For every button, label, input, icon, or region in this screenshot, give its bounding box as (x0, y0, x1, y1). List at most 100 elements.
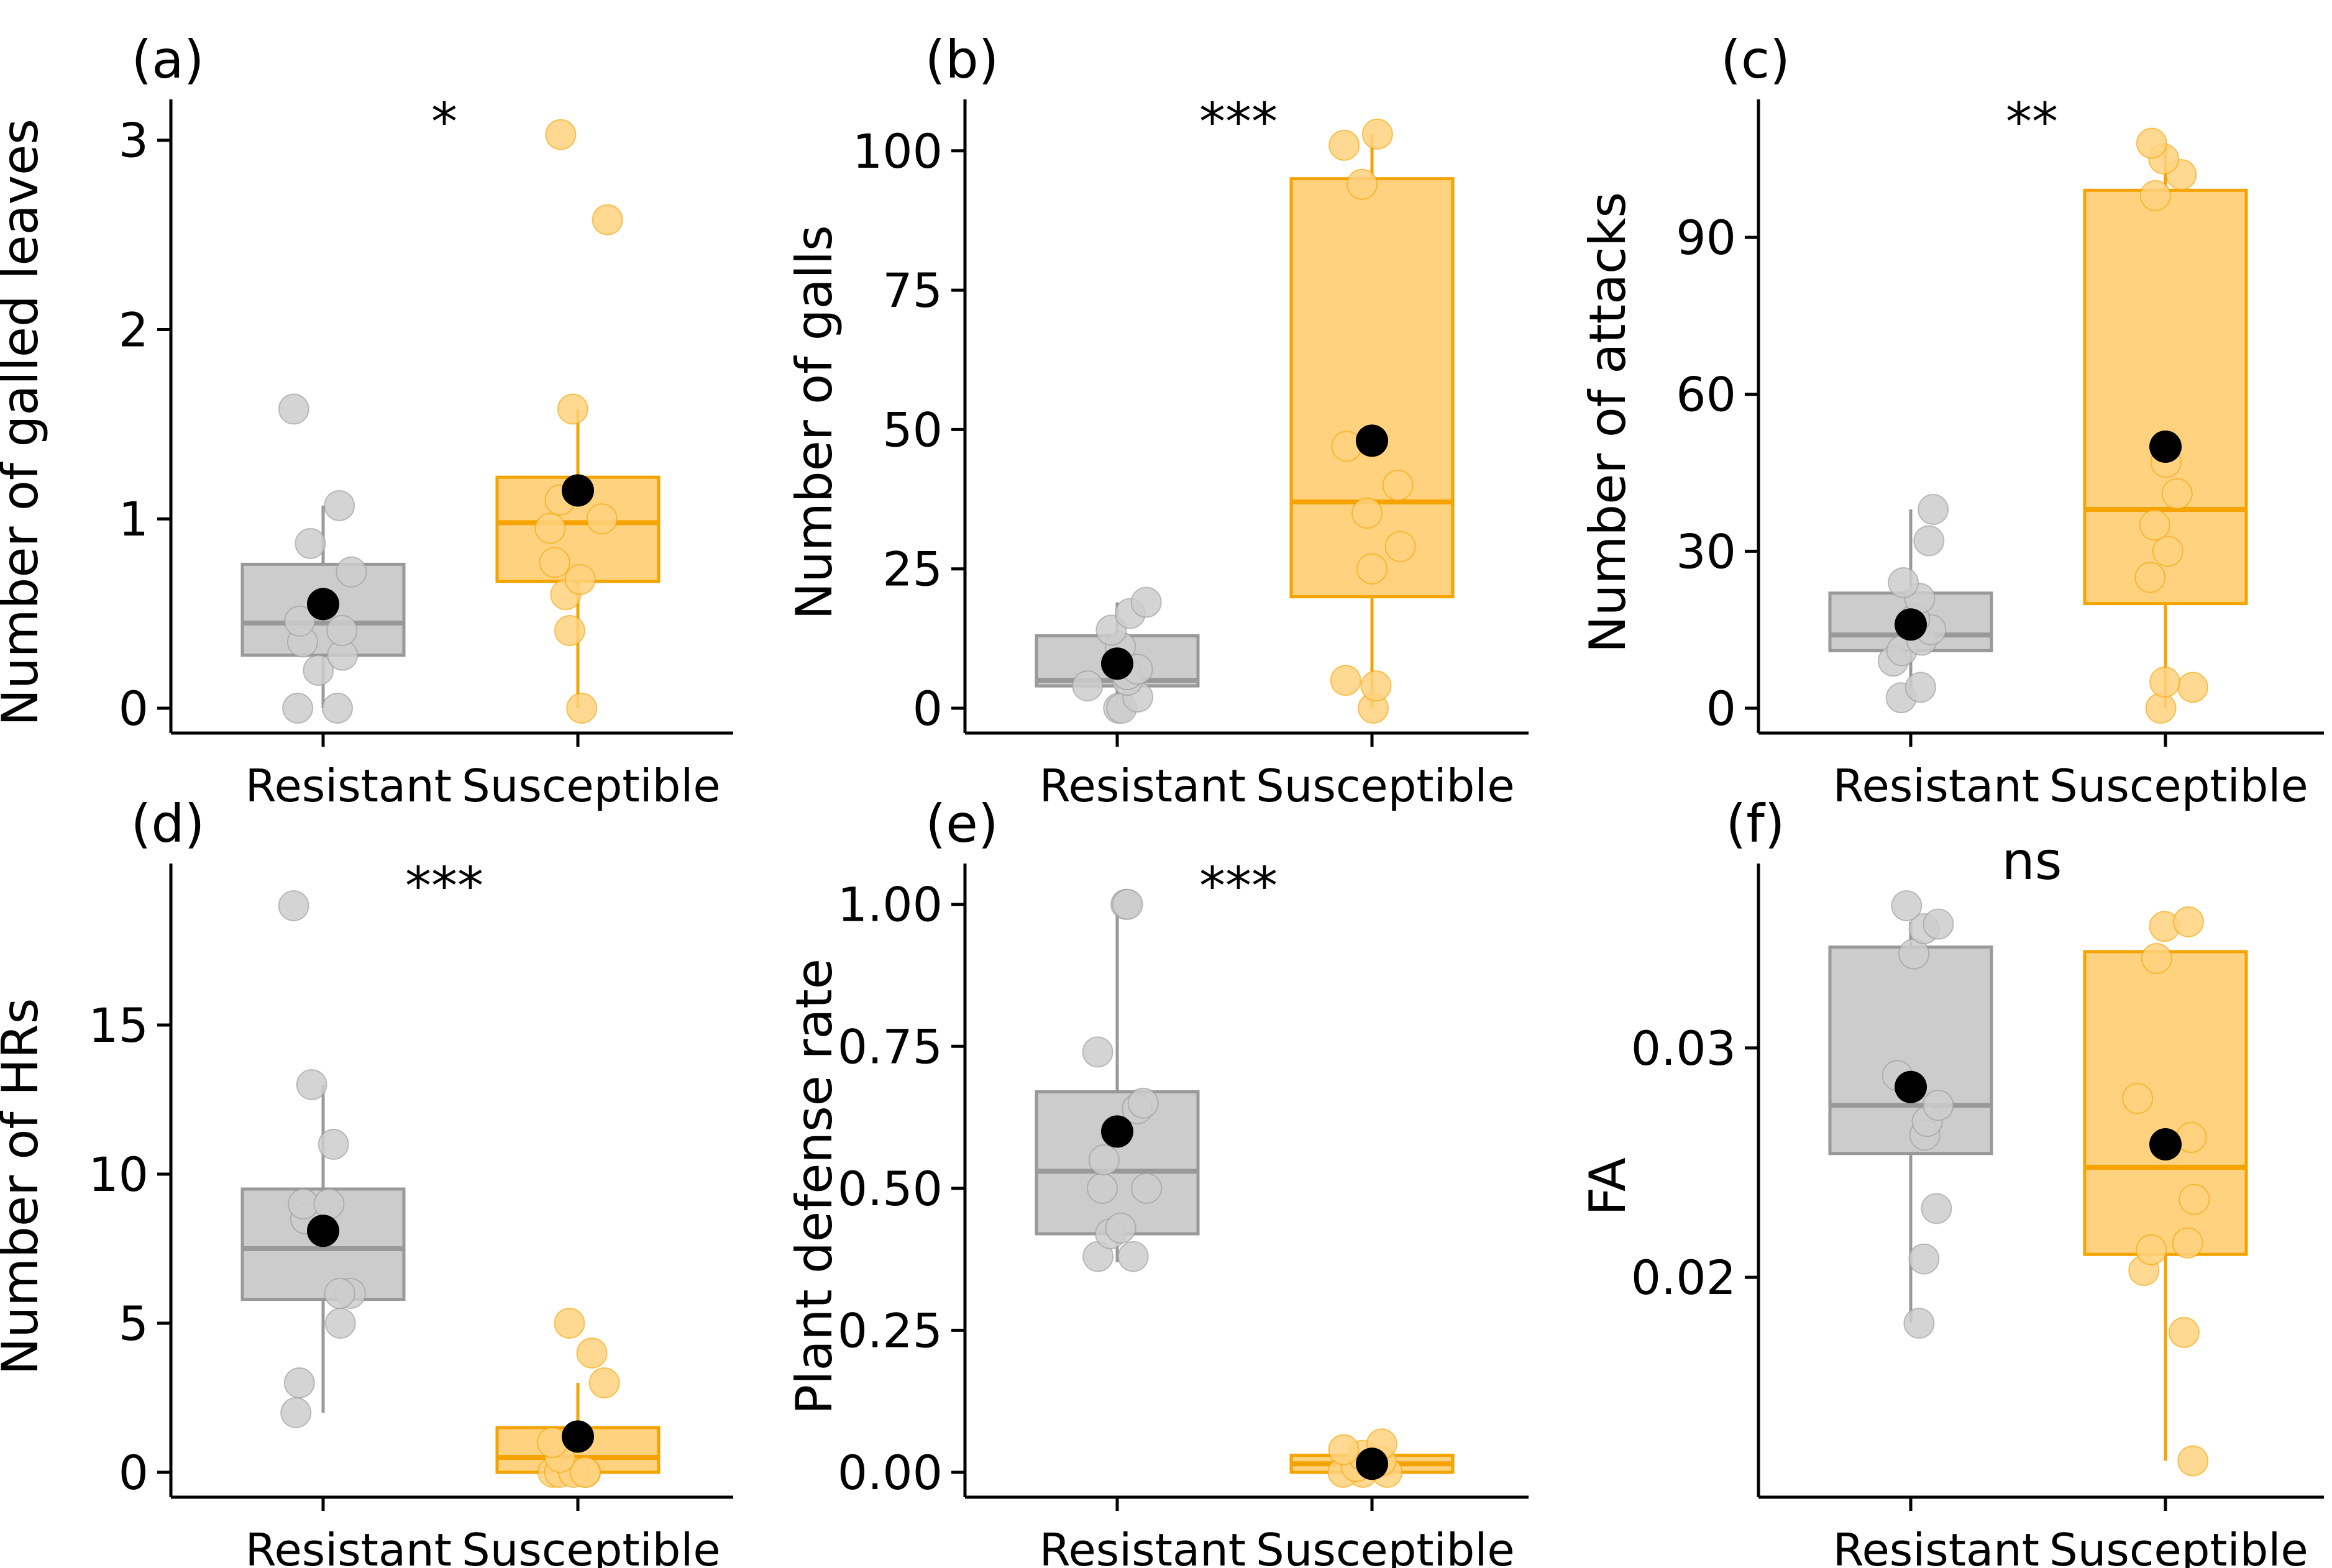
x-tick-label: Susceptible (1256, 760, 1515, 812)
data-point (1923, 908, 1954, 940)
box-resistant (1828, 494, 1993, 714)
box-susceptible (2083, 906, 2248, 1477)
data-point (318, 1129, 349, 1160)
mean-point (1895, 608, 1927, 641)
data-point (326, 615, 358, 647)
x-tick-label: Susceptible (1256, 1524, 1515, 1568)
data-point (284, 605, 316, 637)
data-point (2179, 1183, 2210, 1215)
y-tick-label: 60 (1676, 367, 1736, 422)
x-tick-label: Susceptible (2049, 760, 2308, 812)
data-point (1384, 531, 1416, 562)
significance-label: ns (2001, 831, 2062, 891)
y-tick-label: 25 (882, 542, 943, 597)
mean-point (1895, 1070, 1927, 1103)
data-point (1088, 1144, 1120, 1176)
mean-point (1356, 1447, 1388, 1480)
panel-label: (c) (1721, 29, 1790, 90)
data-point (2136, 127, 2167, 159)
data-point (280, 1397, 312, 1428)
data-point (324, 490, 355, 521)
data-point (1923, 1090, 1954, 1121)
data-point (1330, 665, 1361, 696)
data-point (554, 1308, 585, 1339)
y-axis-title: Number of attacks (1579, 192, 1637, 653)
data-point (296, 1069, 327, 1100)
data-point (1328, 1434, 1360, 1465)
data-point (322, 693, 354, 724)
x-tick-label: Resistant (1833, 1524, 2039, 1568)
data-point (2134, 562, 2166, 593)
x-tick-label: Susceptible (462, 1524, 721, 1568)
data-point (576, 1338, 608, 1369)
y-tick-label: 15 (88, 998, 149, 1053)
y-tick-label: 0.25 (838, 1303, 943, 1358)
box-iqr (1828, 945, 1993, 1155)
data-point (313, 1188, 345, 1219)
data-point (1903, 1308, 1935, 1339)
data-point (1921, 1193, 1952, 1224)
y-tick-label: 100 (853, 124, 943, 179)
data-point (1112, 888, 1143, 920)
data-point (303, 655, 334, 686)
data-point (1913, 525, 1945, 557)
data-point (1328, 129, 1360, 161)
data-point (2149, 666, 2181, 698)
box-susceptible (495, 119, 661, 724)
data-point (2161, 478, 2193, 509)
significance-label: * (431, 91, 457, 152)
y-tick-label: 10 (88, 1147, 149, 1202)
data-point (1891, 890, 1923, 921)
y-tick-label: 0.02 (1631, 1250, 1736, 1305)
data-point (554, 615, 585, 647)
box-resistant (240, 890, 406, 1428)
data-point (2139, 509, 2170, 541)
box-resistant (240, 393, 406, 724)
data-point (1918, 494, 1949, 525)
data-point (1904, 672, 1936, 703)
data-point (278, 890, 309, 921)
y-axis-title: FA (1579, 1157, 1637, 1216)
y-tick-label: 0 (119, 681, 149, 736)
data-point (336, 556, 367, 588)
mean-point (307, 1215, 339, 1247)
panel-label: (b) (925, 29, 999, 90)
y-tick-label: 50 (882, 402, 943, 457)
panel-label: (f) (1726, 793, 1785, 854)
y-tick-label: 75 (882, 263, 943, 318)
y-tick-label: 30 (1676, 524, 1736, 579)
data-point (283, 1367, 315, 1398)
data-point (1082, 1036, 1113, 1068)
x-tick-label: Resistant (1040, 760, 1246, 812)
box-susceptible (1289, 118, 1455, 724)
data-point (2136, 1234, 2167, 1265)
mean-point (1101, 1115, 1133, 1148)
box-resistant (1035, 586, 1200, 724)
panel-a: 0 1 2 3 Number of galled leaves (a) * Resistant… (0, 29, 733, 812)
data-point (2177, 1445, 2209, 1477)
data-point (2152, 536, 2183, 567)
panel-e: 0.00 0.25 0.50 0.75 1.00 Plant defense rate (e… (785, 793, 1529, 1568)
y-tick-label: 5 (119, 1296, 149, 1351)
data-point (586, 503, 618, 535)
data-point (1130, 586, 1162, 618)
x-tick-label: Resistant (245, 1524, 452, 1568)
box-susceptible (495, 1308, 661, 1488)
y-tick-label: 0 (913, 681, 943, 736)
data-point (324, 1278, 355, 1309)
y-axis-title: Number of galled leaves (0, 119, 49, 726)
data-point (2139, 180, 2171, 211)
data-point (2168, 1316, 2200, 1348)
data-point (539, 547, 570, 578)
x-tick-label: Resistant (1833, 760, 2039, 812)
data-point (324, 1308, 356, 1339)
data-point (1127, 1087, 1159, 1119)
data-point (534, 513, 566, 544)
significance-label: *** (1199, 91, 1278, 152)
y-tick-label: 1 (119, 491, 149, 547)
y-tick-label: 0 (119, 1445, 149, 1500)
y-tick-label: 3 (119, 113, 149, 168)
data-point (564, 563, 596, 595)
